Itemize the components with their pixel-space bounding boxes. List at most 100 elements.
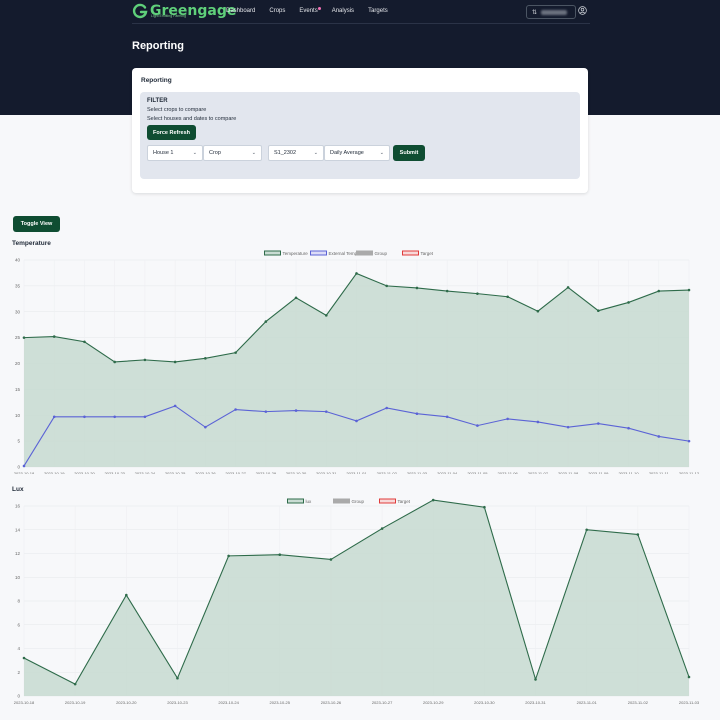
legend-item: lux [287, 498, 312, 504]
toggle-view-button[interactable]: Toggle View [13, 216, 60, 232]
data-point [687, 675, 691, 679]
y-tick-label: 0 [17, 465, 20, 470]
greengage-logo-icon [132, 3, 148, 19]
y-tick-label: 25 [15, 335, 21, 340]
y-tick-label: 0 [17, 694, 20, 699]
data-point [445, 415, 449, 419]
data-point [476, 292, 479, 295]
data-point [113, 415, 116, 419]
legend-item: Target [402, 250, 434, 256]
aggregation-select-value: Daily Average [330, 150, 364, 156]
x-tick-label: 2023-10-27 [225, 471, 246, 474]
data-point [22, 336, 26, 339]
aggregation-select[interactable]: Daily Average ⌄ [324, 145, 390, 161]
account-switcher[interactable]: ⇅ [526, 5, 576, 19]
data-point [597, 309, 600, 313]
house-select-value: House 1 [153, 150, 174, 156]
legend-swatch [310, 250, 327, 256]
data-point [264, 320, 268, 323]
nav-crops[interactable]: Crops [269, 8, 286, 14]
data-point [227, 554, 230, 558]
legend-swatch [402, 250, 419, 256]
nav-targets[interactable]: Targets [368, 8, 388, 14]
data-point [22, 656, 26, 660]
data-point [73, 682, 77, 686]
y-tick-label: 35 [15, 283, 21, 288]
x-tick-label: 2023-10-24 [218, 700, 239, 705]
notification-dot [317, 7, 321, 10]
y-tick-label: 2 [17, 670, 20, 675]
data-point [83, 415, 86, 419]
legend-label: External Temperature [329, 251, 372, 256]
data-point [627, 301, 630, 304]
data-point [415, 412, 419, 415]
data-point [125, 593, 128, 597]
y-tick-label: 6 [17, 622, 20, 627]
data-point [234, 408, 237, 411]
data-point [52, 335, 56, 338]
x-tick-label: 2023-11-02 [377, 471, 398, 474]
x-tick-label: 2023-11-07 [528, 471, 549, 474]
x-tick-label: 2023-11-02 [628, 700, 649, 705]
x-tick-label: 2023-10-18 [14, 700, 35, 705]
x-tick-label: 2023-11-10 [618, 471, 639, 474]
filter-panel: FILTER Select crops to compare Select ho… [140, 92, 580, 179]
series-area-temperature [24, 273, 689, 467]
x-tick-label: 2023-11-01 [346, 471, 367, 474]
crop-select[interactable]: Crop ⌄ [203, 145, 262, 161]
legend-swatch [356, 250, 373, 256]
data-point [380, 527, 384, 530]
x-tick-label: 2023-10-24 [135, 471, 156, 474]
series-area-lux [24, 500, 689, 696]
x-tick-label: 2023-10-23 [104, 471, 125, 474]
data-point [687, 439, 691, 443]
house-select[interactable]: House 1 ⌄ [147, 145, 203, 161]
data-point [566, 286, 570, 289]
x-tick-label: 2023-10-29 [423, 700, 444, 705]
y-tick-label: 20 [15, 361, 21, 366]
y-tick-label: 16 [15, 504, 21, 509]
y-tick-label: 5 [17, 439, 20, 444]
x-tick-label: 2023-10-19 [44, 471, 65, 474]
series-line-lux [23, 499, 690, 685]
lux-chart: lux Group Target 0 2 4 6 8 10 12 14 16 2023-10-18 202… [14, 498, 700, 705]
data-point [415, 286, 419, 290]
nav-analysis[interactable]: Analysis [331, 8, 355, 14]
data-point [324, 410, 328, 413]
reporting-card: Reporting FILTER Select crops to compare… [132, 68, 588, 193]
data-point [355, 419, 358, 423]
nav-dashboard[interactable]: Dashboard [226, 8, 256, 14]
x-tick-label: 2023-11-08 [558, 471, 579, 474]
x-tick-label: 2023-10-20 [74, 471, 95, 474]
legend-item: Temperature [264, 250, 308, 256]
temperature-chart: Temperature External Temperature Group Targ… [14, 250, 700, 474]
data-point [476, 424, 479, 427]
x-tick-label: 2023-10-25 [270, 700, 291, 705]
nav-events[interactable]: Events [299, 7, 321, 14]
data-point [385, 406, 389, 410]
x-tick-label: 2023-10-29 [256, 471, 277, 474]
y-tick-label: 12 [15, 551, 21, 556]
legend-item: Target [379, 498, 411, 504]
data-point [143, 358, 147, 362]
batch-select[interactable]: S1_2302 ⌄ [268, 145, 324, 161]
data-point [506, 417, 509, 421]
data-point [278, 553, 282, 556]
data-point [534, 678, 537, 681]
legend-label: Group [352, 499, 365, 504]
filter-hint-crops: Select crops to compare [147, 107, 207, 113]
x-tick-label: 2023-10-26 [321, 700, 342, 705]
data-point [585, 528, 588, 532]
logo[interactable]: Greengage [132, 3, 236, 19]
data-point [566, 425, 570, 429]
data-point [294, 296, 298, 300]
data-point [234, 351, 237, 354]
data-point [536, 309, 540, 313]
navbar: Greengage Light Emitting Farming Dashboa… [132, 0, 590, 24]
x-tick-label: 2023-10-30 [286, 471, 307, 474]
user-icon[interactable] [578, 6, 587, 15]
data-point [483, 505, 486, 509]
submit-button[interactable]: Submit [393, 145, 425, 161]
force-refresh-button[interactable]: Force Refresh [147, 125, 196, 140]
chevron-down-icon: ⌄ [379, 150, 384, 156]
